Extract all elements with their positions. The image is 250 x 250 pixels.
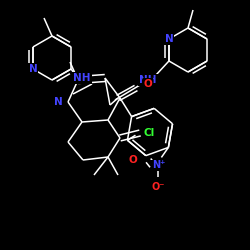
Text: O: O <box>146 128 154 138</box>
Text: N: N <box>28 64 37 74</box>
Text: N: N <box>54 97 62 107</box>
Text: N⁺: N⁺ <box>152 160 165 170</box>
Text: Cl: Cl <box>144 128 155 138</box>
Text: NH: NH <box>73 73 91 83</box>
Text: N: N <box>164 34 173 44</box>
Text: O: O <box>144 79 152 89</box>
Text: O⁻: O⁻ <box>152 182 165 192</box>
Text: O: O <box>128 156 137 166</box>
Text: NH: NH <box>139 75 157 85</box>
